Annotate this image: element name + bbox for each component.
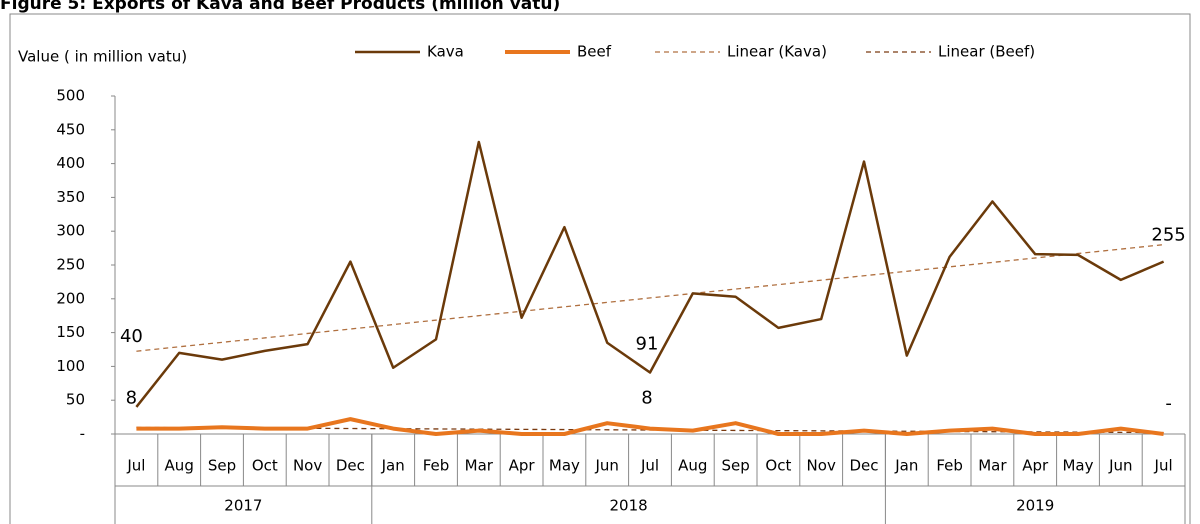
x-tick-label: Oct (765, 457, 791, 475)
legend-label: Kava (427, 43, 464, 61)
y-tick-label: 250 (56, 256, 85, 274)
chart-border (9, 13, 1191, 524)
x-tick-label: Mar (465, 457, 494, 475)
year-label: 2019 (1016, 497, 1054, 515)
x-tick-label: Jan (381, 457, 405, 475)
y-axis-label: Value ( in million vatu) (18, 48, 187, 66)
data-label: 40 (120, 326, 143, 347)
x-tick-label: Dec (849, 457, 878, 475)
y-tick-label: 100 (56, 357, 85, 375)
x-tick-label: Aug (678, 457, 707, 475)
year-label: 2017 (224, 497, 262, 515)
x-tick-label: May (549, 457, 580, 475)
x-tick-label: Mar (978, 457, 1007, 475)
x-tick-label: Apr (509, 457, 536, 475)
x-tick-label: Jul (126, 457, 145, 475)
trendline (136, 244, 1164, 352)
x-tick-label: Feb (936, 457, 963, 475)
legend-label: Linear (Kava) (727, 43, 827, 61)
chart-title: Figure 5: Exports of Kava and Beef Produ… (0, 0, 560, 14)
x-tick-label: Jan (894, 457, 918, 475)
y-tick-label: 500 (56, 87, 85, 105)
y-tick-label: 300 (56, 222, 85, 240)
data-label: 255 (1151, 225, 1185, 246)
data-label: 8 (641, 388, 652, 409)
legend-label: Beef (577, 43, 612, 61)
data-label: 8 (126, 388, 137, 409)
x-tick-label: Sep (208, 457, 236, 475)
x-tick-label: Aug (165, 457, 194, 475)
y-tick-label: 450 (56, 120, 85, 138)
y-tick-label: 350 (56, 188, 85, 206)
x-tick-label: May (1062, 457, 1093, 475)
x-tick-label: Nov (293, 457, 322, 475)
x-tick-label: Sep (721, 457, 749, 475)
y-tick-label: - (80, 425, 85, 443)
x-tick-label: Feb (423, 457, 450, 475)
x-tick-label: Nov (807, 457, 836, 475)
x-tick-label: Jun (1108, 457, 1132, 475)
series-line (136, 417, 1164, 436)
x-tick-label: Jun (594, 457, 618, 475)
y-tick-label: 200 (56, 289, 85, 307)
series-line (135, 140, 1165, 408)
x-tick-label: Oct (252, 457, 278, 475)
x-tick-label: Jul (640, 457, 659, 475)
y-tick-label: 400 (56, 154, 85, 172)
y-tick-label: 150 (56, 323, 85, 341)
x-tick-label: Dec (336, 457, 365, 475)
x-tick-label: Jul (1154, 457, 1173, 475)
data-label: 91 (636, 333, 659, 354)
legend-label: Linear (Beef) (938, 43, 1035, 61)
year-label: 2018 (610, 497, 648, 515)
y-tick-label: 50 (66, 391, 85, 409)
x-tick-label: Apr (1022, 457, 1049, 475)
data-label: - (1165, 393, 1172, 414)
